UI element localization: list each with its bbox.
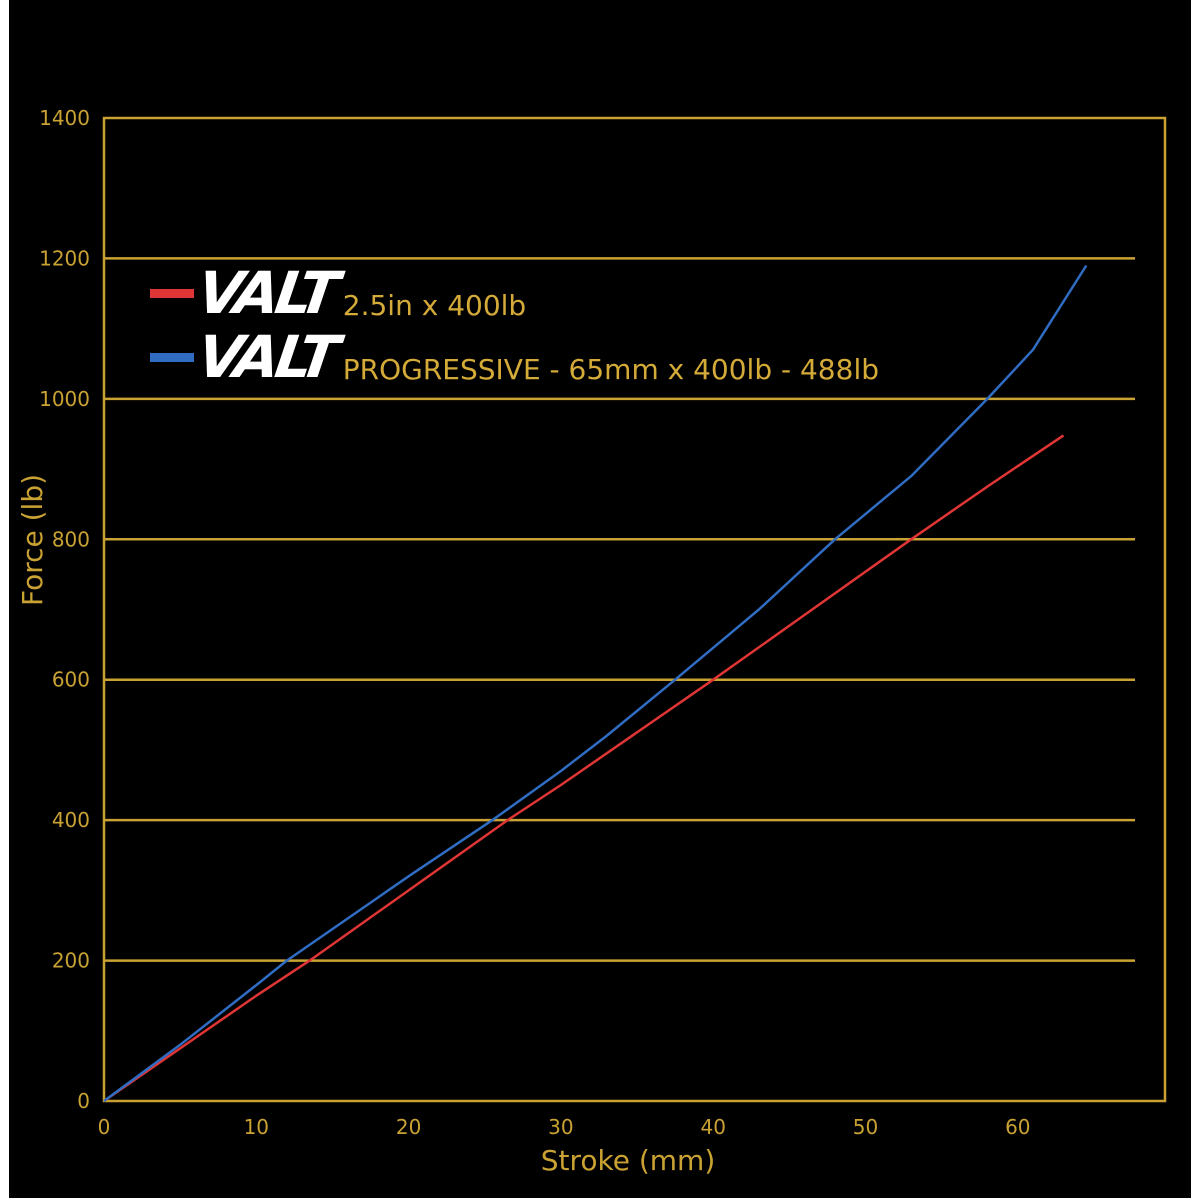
y-tick-label: 1400 [39, 106, 90, 130]
plot-frame [102, 116, 1167, 1103]
legend-swatch-blue [150, 353, 194, 362]
x-tick-label: 50 [853, 1115, 878, 1139]
y-tick-label: 400 [52, 808, 90, 832]
valt-logo: VALT [193, 259, 340, 327]
x-tick-label: 60 [1005, 1115, 1030, 1139]
legend-label: PROGRESSIVE - 65mm x 400lb - 488lb [342, 353, 879, 386]
series-line-2 [103, 264, 1088, 1103]
chart-background [9, 0, 1191, 1198]
legend-label: 2.5in x 400lb [342, 289, 527, 322]
y-tick-label: 200 [52, 949, 90, 973]
x-tick-label: 40 [700, 1115, 725, 1139]
x-tick-label: 10 [244, 1115, 269, 1139]
y-tick-label: 0 [77, 1089, 90, 1113]
y-tick-label: 600 [52, 668, 90, 692]
y-axis-label: Force (lb) [16, 474, 49, 606]
x-tick-label: 20 [396, 1115, 421, 1139]
x-tick-label: 30 [548, 1115, 573, 1139]
valt-logo: VALT [193, 323, 340, 391]
y-tick-label: 800 [52, 527, 90, 551]
x-axis-label: Stroke (mm) [541, 1144, 716, 1177]
y-tick-label: 1000 [39, 387, 90, 411]
legend-swatch-red [150, 289, 194, 298]
y-tick-label: 1200 [39, 246, 90, 270]
x-tick-label: 0 [98, 1115, 111, 1139]
legend-item-2: VALT PROGRESSIVE - 65mm x 400lb - 488lb [150, 323, 879, 391]
legend-item-1: VALT 2.5in x 400lb [150, 259, 527, 327]
series-line-1 [103, 434, 1065, 1103]
